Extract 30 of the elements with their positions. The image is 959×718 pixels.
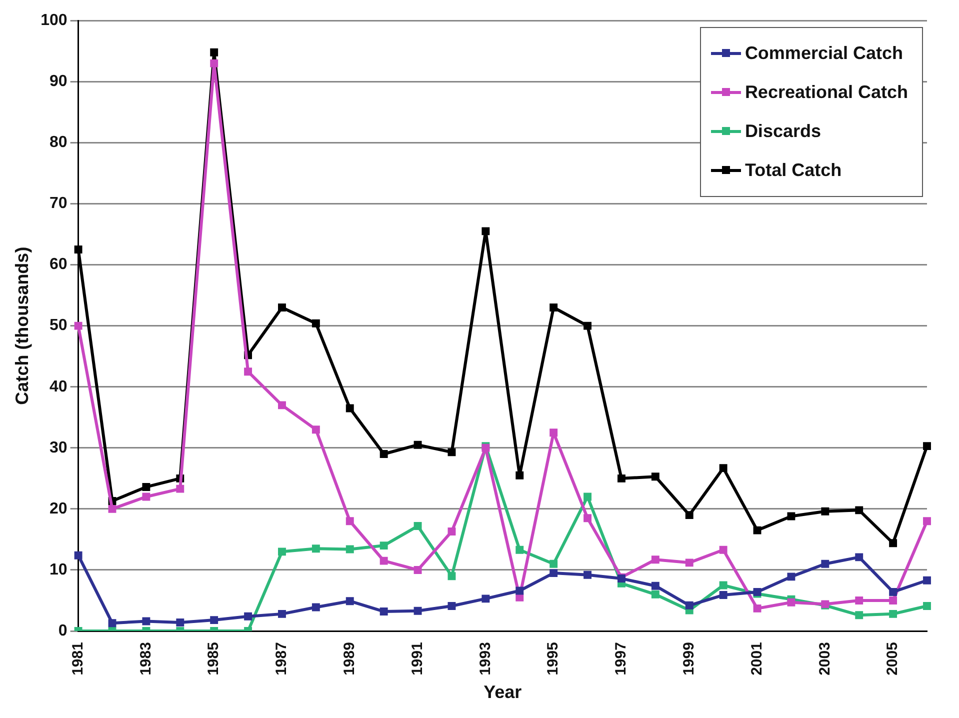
legend-label: Recreational Catch — [744, 82, 908, 103]
y-tick-label: 50 — [50, 317, 68, 334]
x-tick-label: 1995 — [544, 642, 562, 676]
x-tick-label: 1997 — [612, 642, 630, 676]
y-tick-label: 10 — [50, 561, 68, 578]
x-tick-label: 1987 — [273, 642, 290, 676]
x-tick-label: 1999 — [680, 642, 698, 676]
x-tick-label: 2001 — [748, 642, 766, 676]
x-tick-label: 1983 — [137, 642, 154, 676]
y-axis-title: Catch (thousands) — [12, 246, 32, 405]
y-tick-label: 20 — [50, 500, 68, 518]
x-tick-label: 2005 — [884, 642, 902, 676]
legend-label: Discards — [744, 120, 821, 142]
y-tick-label: 90 — [50, 73, 68, 90]
x-tick-label: 1985 — [205, 642, 222, 676]
x-tick-label: 1991 — [408, 642, 426, 676]
legend-label: Total Catch — [744, 160, 842, 181]
y-tick-label: 30 — [50, 439, 68, 456]
x-tick-label: 1981 — [69, 642, 86, 676]
x-tick-label: 1993 — [476, 642, 494, 676]
y-tick-label: 80 — [50, 134, 68, 152]
x-axis-title: Year — [484, 682, 522, 702]
y-tick-label: 70 — [50, 195, 68, 212]
y-tick-label: 60 — [50, 256, 68, 274]
y-tick-label: 100 — [40, 12, 68, 30]
y-tick-label: 0 — [58, 622, 68, 640]
x-tick-label: 2003 — [816, 642, 834, 676]
y-tick-label: 40 — [50, 378, 68, 396]
legend-label: Commercial Catch — [744, 42, 903, 64]
x-tick-label: 1989 — [341, 642, 358, 676]
